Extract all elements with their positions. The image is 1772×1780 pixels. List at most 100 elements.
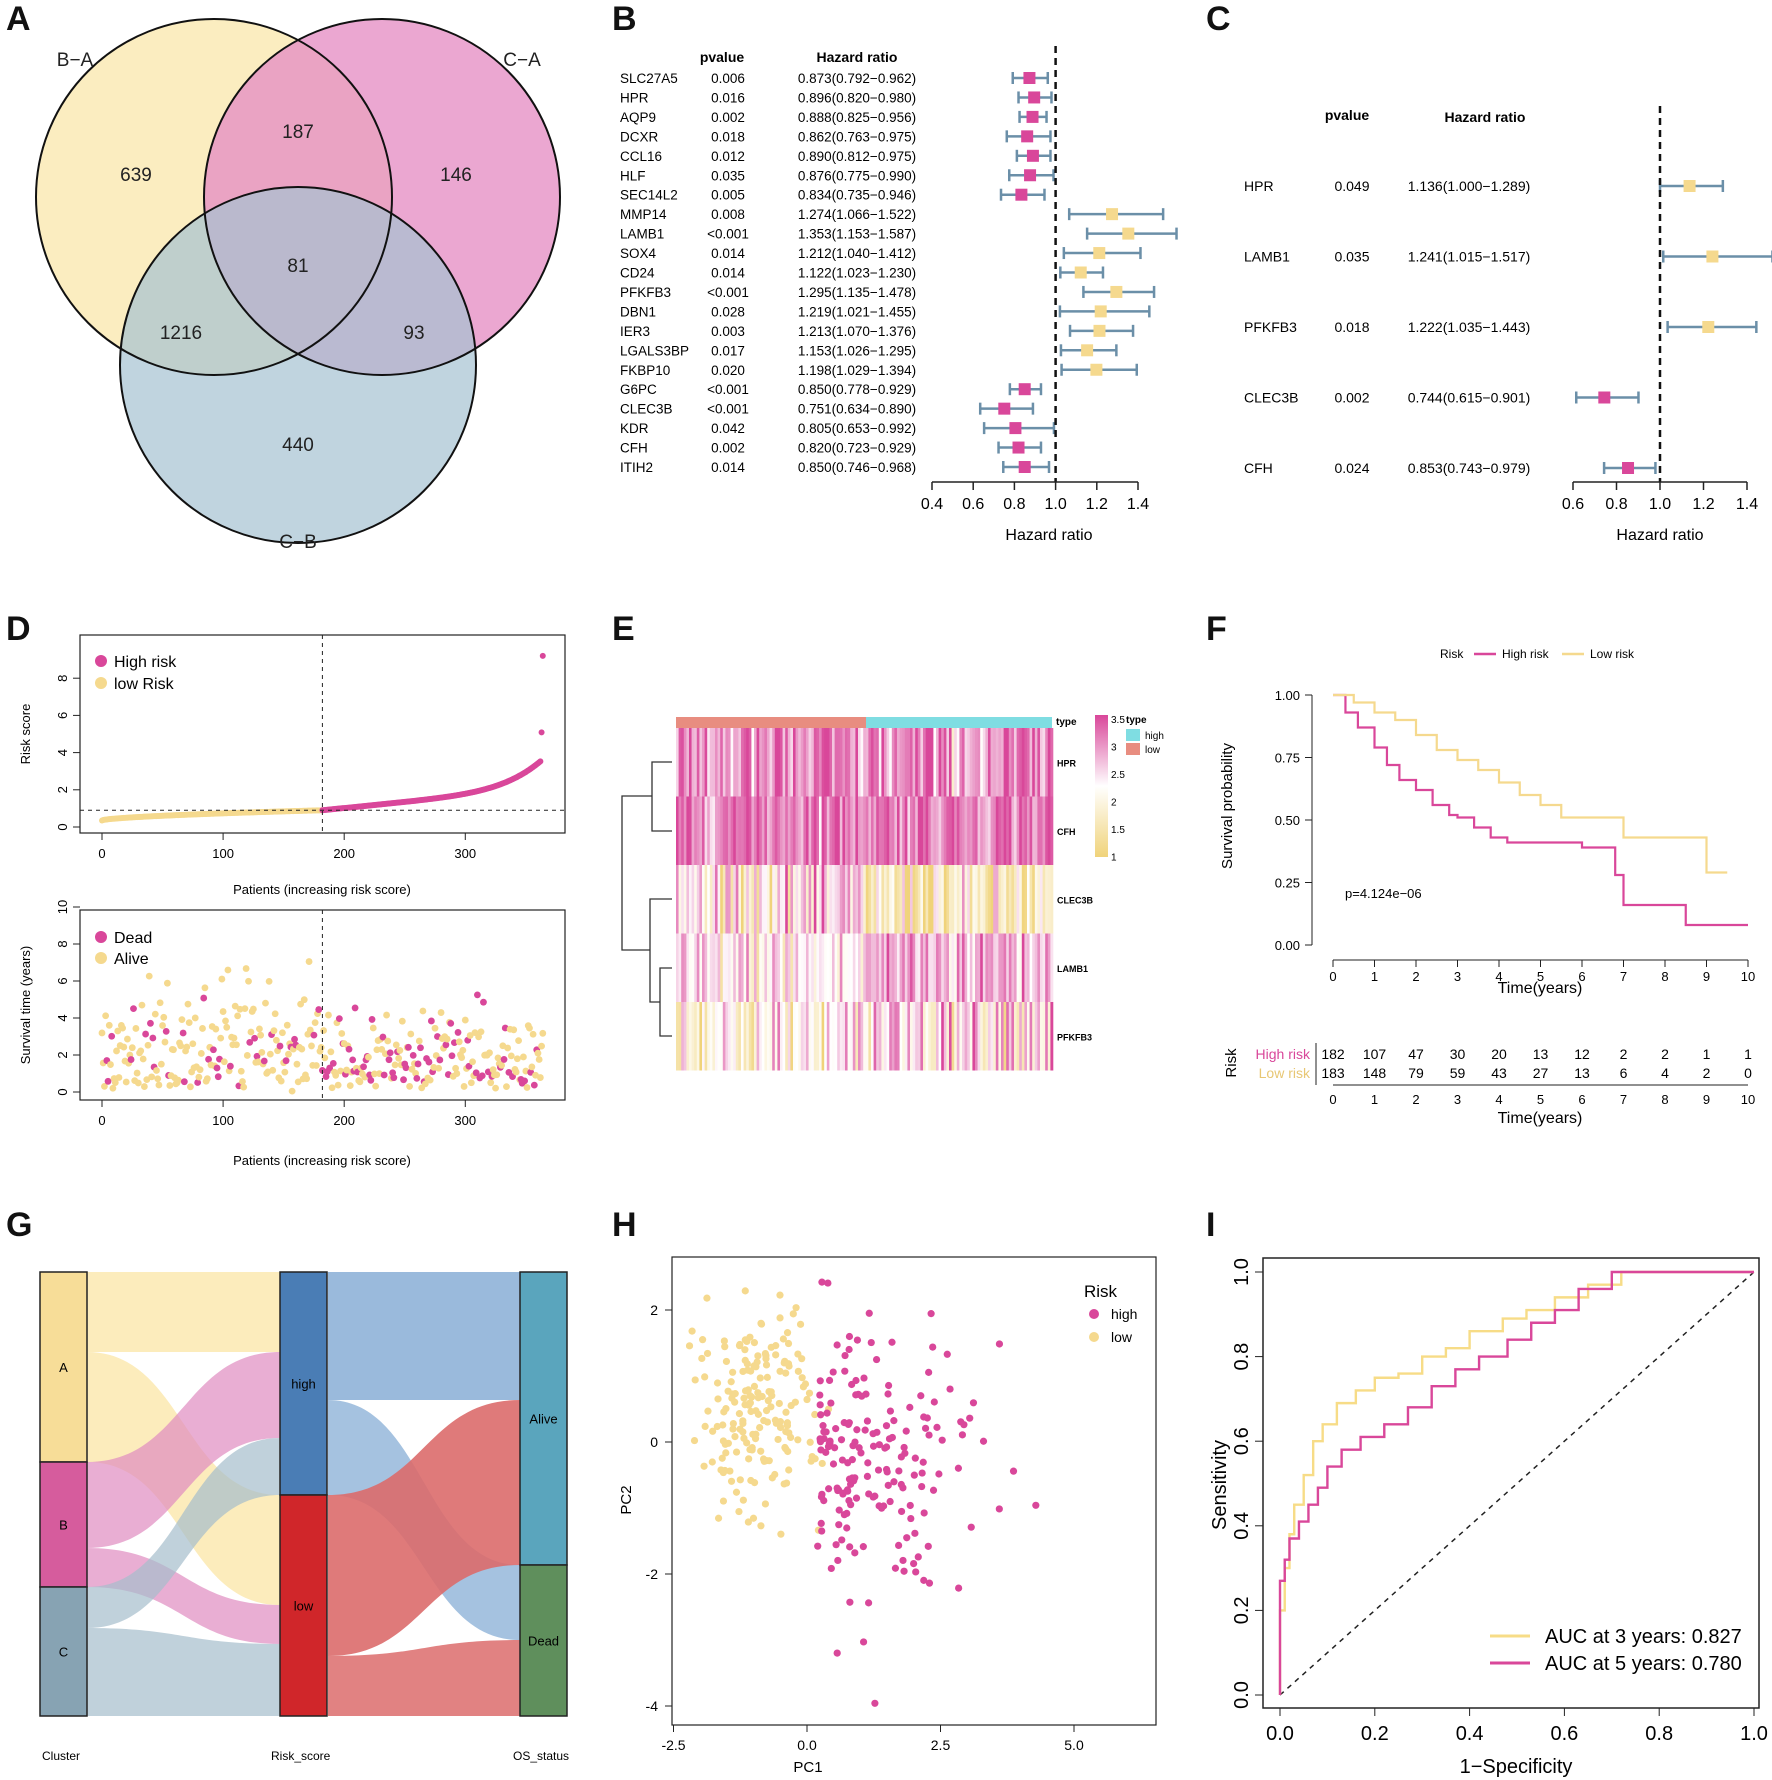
alive-point	[155, 1081, 163, 1089]
heatmap-cell	[990, 865, 994, 934]
dead-point	[409, 1051, 417, 1059]
heatmap-cell	[777, 1002, 781, 1071]
alive-point	[269, 1066, 277, 1074]
pca-point-high	[925, 1368, 933, 1376]
alive-point	[338, 1030, 346, 1037]
heatmap-cell	[793, 728, 796, 797]
heatmap-cell	[923, 728, 926, 797]
heatmap-cell	[1040, 933, 1043, 1002]
heatmap-cell	[735, 865, 739, 934]
heatmap-cell	[938, 796, 942, 865]
alive-point	[383, 1011, 390, 1019]
heatmap-cell	[798, 1002, 802, 1071]
alive-point	[185, 1019, 193, 1027]
hr-text-ccl16: 0.890(0.812−0.975)	[798, 149, 916, 164]
alive-point	[243, 1052, 251, 1059]
heatmap-cell	[936, 933, 939, 1002]
alive-point	[102, 1012, 110, 1020]
heatmap-cell	[813, 933, 817, 1002]
x-tick-label: 1.2	[1086, 496, 1108, 513]
heatmap-cell	[967, 796, 971, 865]
alive-point	[140, 1083, 148, 1090]
risk-table-cell: 0	[1744, 1065, 1752, 1081]
hr-point-clec3b	[998, 402, 1011, 415]
alive-point	[230, 1034, 238, 1042]
heatmap-cell	[808, 1002, 812, 1071]
pca-point-high	[825, 1485, 833, 1493]
pca-point-high	[871, 1492, 879, 1500]
pca-point-low	[771, 1470, 779, 1479]
heatmap-cell	[871, 933, 874, 1002]
hr-point-pfkfb3	[1110, 285, 1123, 298]
alive-point	[279, 1029, 286, 1037]
alive-point	[257, 1031, 265, 1039]
heatmap-cell	[707, 865, 711, 934]
heatmap-cell	[806, 796, 809, 865]
pvalue-lamb1: 0.035	[1334, 249, 1369, 265]
pca-point-high	[863, 1417, 872, 1425]
pca-point-high	[929, 1343, 937, 1351]
heatmap-cell	[897, 865, 900, 934]
heatmap-cell	[821, 933, 825, 1002]
roc-axes: 0.0 0.2 0.4 0.6 0.8 1.00.00.20.40.60.81.0	[1231, 1258, 1768, 1745]
heatmap-cell	[912, 728, 916, 797]
alive-point	[431, 1024, 439, 1032]
heatmap-cell	[811, 796, 815, 865]
heatmap-cell	[1003, 728, 1007, 797]
heatmap-row-lamb1	[676, 933, 1054, 1002]
pca-point-low	[713, 1422, 721, 1431]
heatmap-row-cfh	[676, 796, 1054, 865]
panel-label-b: B	[612, 0, 637, 38]
heatmap-cell	[686, 728, 690, 797]
heatmap-cell	[756, 933, 760, 1002]
pca-point-low	[792, 1304, 800, 1312]
heatmap-scale-tick: 3	[1111, 743, 1117, 754]
heatmap-cell	[1006, 796, 1010, 865]
pca-point-high	[863, 1472, 872, 1480]
pvalue-dcxr: 0.018	[711, 129, 745, 144]
alive-point	[327, 1048, 335, 1056]
heatmap-cell	[891, 728, 895, 797]
alive-point	[218, 975, 226, 983]
alive-point	[258, 1048, 266, 1056]
heatmap-cell	[720, 1002, 724, 1071]
heatmap-cell	[972, 728, 976, 797]
heatmap-cell	[774, 933, 778, 1002]
sankey-node-dead	[519, 1564, 568, 1717]
heatmap-cell	[998, 728, 1002, 797]
panel-label-a: A	[6, 0, 31, 38]
pca-point-high	[902, 1427, 910, 1435]
heatmap-cell	[915, 1002, 919, 1071]
hr-point-pfkfb3	[1702, 321, 1715, 333]
heatmap-cell	[954, 1002, 958, 1071]
heatmap-cell	[1024, 796, 1028, 865]
heatmap-cell	[988, 728, 991, 797]
heatmap-cell	[902, 796, 906, 865]
heatmap-cell	[878, 1002, 882, 1071]
heatmap-cell	[930, 865, 934, 934]
heatmap-cell	[897, 933, 900, 1002]
alive-point	[346, 1082, 354, 1090]
pca-point-low	[722, 1449, 730, 1457]
pca-y-tick-label: 0	[650, 1434, 658, 1450]
heatmap-cell	[728, 796, 731, 865]
alive-point	[520, 1053, 527, 1061]
pca-point-high	[865, 1490, 873, 1498]
heatmap-cell	[738, 796, 742, 865]
x-tick-label: 1.2	[1692, 496, 1714, 513]
alive-point	[510, 1026, 518, 1034]
pca-point-high	[851, 1549, 859, 1557]
heatmap-cell	[1034, 1002, 1038, 1071]
pvalue-dbn1: 0.028	[711, 304, 745, 319]
km-y-tick-label: 0.50	[1275, 813, 1300, 828]
risk-table-cell: 1	[1703, 1046, 1711, 1062]
pca-point-high	[817, 1446, 825, 1454]
alive-point	[293, 1060, 301, 1068]
heatmap-cell	[985, 933, 989, 1002]
heatmap-cell	[795, 796, 799, 865]
pca-point-low	[735, 1507, 743, 1516]
pca-point-low	[741, 1401, 749, 1409]
gene-label-pfkfb3: PFKFB3	[620, 285, 671, 300]
heatmap-cell	[800, 1002, 804, 1071]
